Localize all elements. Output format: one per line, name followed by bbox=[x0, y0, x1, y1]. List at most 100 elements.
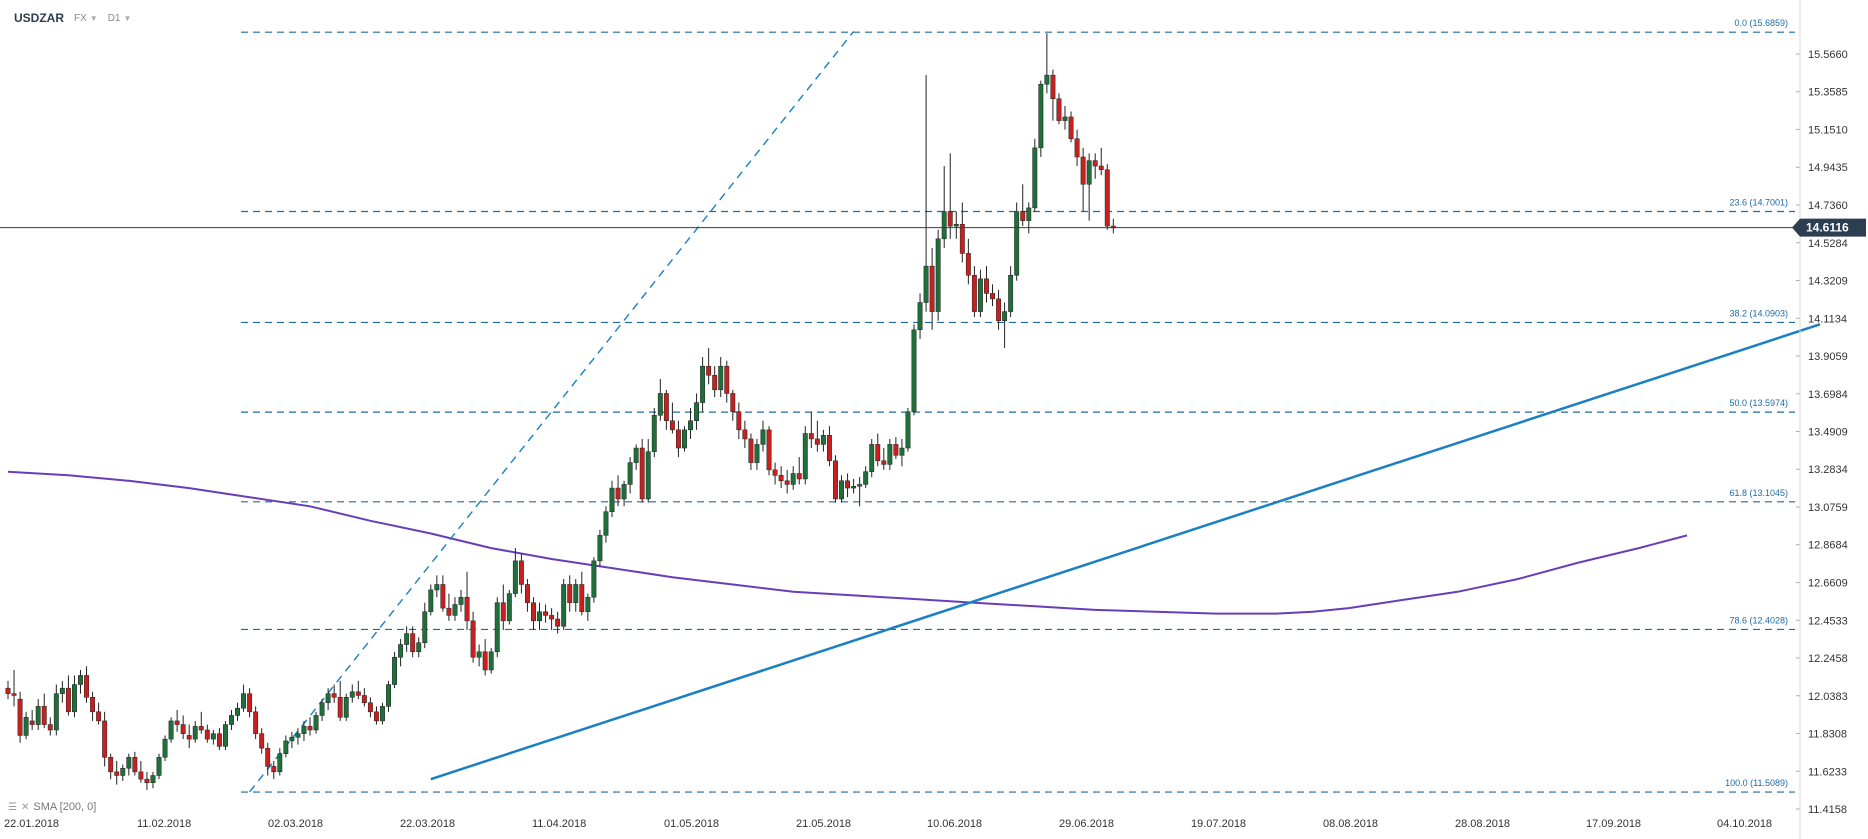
candle-up bbox=[349, 691, 355, 698]
candle-down bbox=[748, 438, 754, 463]
candle-down bbox=[5, 687, 11, 694]
candle-up bbox=[126, 757, 132, 769]
candle-down bbox=[845, 480, 851, 489]
candle-up bbox=[682, 429, 687, 449]
candle-down bbox=[500, 602, 506, 622]
x-tick-label: 01.05.2018 bbox=[664, 818, 719, 830]
y-tick-label: 14.5284 bbox=[1808, 238, 1848, 250]
y-tick-label: 12.8684 bbox=[1808, 540, 1848, 552]
candle-up bbox=[222, 724, 228, 747]
timeframe-selector[interactable]: D1 ▼ bbox=[108, 13, 132, 24]
candle-up bbox=[621, 484, 627, 500]
current-price-label: 14.6116 bbox=[1806, 221, 1849, 235]
candle-down bbox=[198, 726, 204, 731]
fib-level-label: 78.6 (12.4028) bbox=[1729, 615, 1788, 625]
candle-up bbox=[537, 611, 542, 622]
candle-up bbox=[863, 471, 869, 485]
candle-down bbox=[361, 695, 367, 703]
candle-down bbox=[470, 620, 476, 658]
candle-up bbox=[301, 726, 307, 734]
candle-down bbox=[549, 615, 555, 620]
fib-anchor-line bbox=[249, 31, 855, 793]
candle-up bbox=[911, 329, 917, 412]
candle-up bbox=[941, 211, 947, 240]
candle-down bbox=[984, 278, 989, 294]
candle-up bbox=[857, 484, 863, 487]
candle-up bbox=[512, 560, 518, 594]
candle-down bbox=[675, 429, 681, 449]
close-icon[interactable]: ✕ bbox=[20, 801, 30, 813]
y-tick-label: 13.6984 bbox=[1808, 389, 1848, 401]
candle-up bbox=[688, 420, 693, 431]
candle-down bbox=[265, 747, 271, 767]
candle-down bbox=[11, 693, 17, 696]
y-tick-label: 15.3585 bbox=[1808, 87, 1848, 99]
candle-up bbox=[210, 733, 216, 740]
candle-up bbox=[1062, 116, 1068, 121]
candle-down bbox=[730, 393, 736, 412]
indicator-legend[interactable]: ☰ ✕ SMA [200, 0] bbox=[8, 801, 96, 813]
list-icon: ☰ bbox=[8, 801, 17, 813]
y-tick-label: 12.6609 bbox=[1808, 577, 1848, 589]
candle-down bbox=[796, 473, 802, 480]
candle-up bbox=[899, 447, 905, 456]
fib-level-label: 23.6 (14.7001) bbox=[1729, 198, 1788, 208]
x-tick-label: 28.08.2018 bbox=[1455, 818, 1510, 830]
candle-up bbox=[1038, 83, 1044, 149]
candle-down bbox=[180, 724, 186, 734]
y-tick-label: 14.3209 bbox=[1808, 276, 1848, 288]
date-axis: 22.01.2018 11.02.2018 02.03.2018 22.03.2018… bbox=[4, 818, 1772, 830]
candle-down bbox=[1068, 116, 1074, 140]
candle-up bbox=[851, 485, 857, 489]
candle-up bbox=[573, 584, 579, 603]
market-selector[interactable]: FX ▼ bbox=[74, 13, 98, 24]
candle-down bbox=[555, 618, 561, 627]
candle-down bbox=[929, 265, 935, 312]
candle-up bbox=[494, 602, 500, 653]
y-tick-label: 11.8308 bbox=[1808, 729, 1847, 741]
candle-down bbox=[367, 702, 373, 713]
x-tick-label: 11.04.2018 bbox=[532, 818, 586, 830]
candle-up bbox=[71, 684, 77, 713]
candle-down bbox=[766, 429, 772, 471]
candle-up bbox=[325, 693, 331, 703]
y-tick-label: 15.1510 bbox=[1808, 124, 1848, 136]
candle-down bbox=[216, 733, 222, 747]
candle-up bbox=[1002, 311, 1008, 321]
y-tick-label: 14.9435 bbox=[1808, 162, 1848, 174]
candle-down bbox=[1074, 138, 1080, 158]
candle-up bbox=[192, 726, 198, 740]
y-tick-label: 11.4158 bbox=[1808, 804, 1847, 816]
candle-up bbox=[458, 596, 464, 605]
price-axis: 15.5660 15.3585 15.1510 14.9435 14.7360 14.52… bbox=[1796, 0, 1848, 839]
candle-up bbox=[35, 706, 41, 725]
sma-line bbox=[7, 470, 1688, 615]
y-tick-label: 12.0383 bbox=[1808, 691, 1848, 703]
candles-layer bbox=[5, 33, 1116, 791]
x-tick-label: 11.02.2018 bbox=[137, 818, 191, 830]
candle-up bbox=[380, 706, 385, 722]
symbol-label[interactable]: USDZAR bbox=[14, 11, 64, 25]
candle-up bbox=[820, 435, 826, 445]
candle-down bbox=[114, 771, 120, 776]
candle-up bbox=[1086, 160, 1092, 185]
candle-down bbox=[579, 584, 585, 613]
candle-up bbox=[651, 415, 657, 452]
candle-up bbox=[917, 302, 923, 331]
candle-down bbox=[706, 365, 712, 376]
candle-down bbox=[893, 444, 899, 456]
candle-down bbox=[996, 298, 1002, 321]
candle-up bbox=[802, 433, 808, 480]
candle-down bbox=[174, 720, 180, 725]
indicator-text: SMA [200, 0] bbox=[33, 801, 97, 813]
candle-up bbox=[277, 753, 283, 773]
candle-up bbox=[585, 596, 591, 613]
x-tick-label: 29.06.2018 bbox=[1059, 818, 1114, 830]
candle-up bbox=[561, 584, 567, 627]
candle-down bbox=[96, 711, 102, 722]
candle-down bbox=[947, 211, 953, 227]
candle-up bbox=[434, 584, 440, 591]
candle-up bbox=[694, 402, 700, 421]
candle-down bbox=[724, 365, 730, 394]
